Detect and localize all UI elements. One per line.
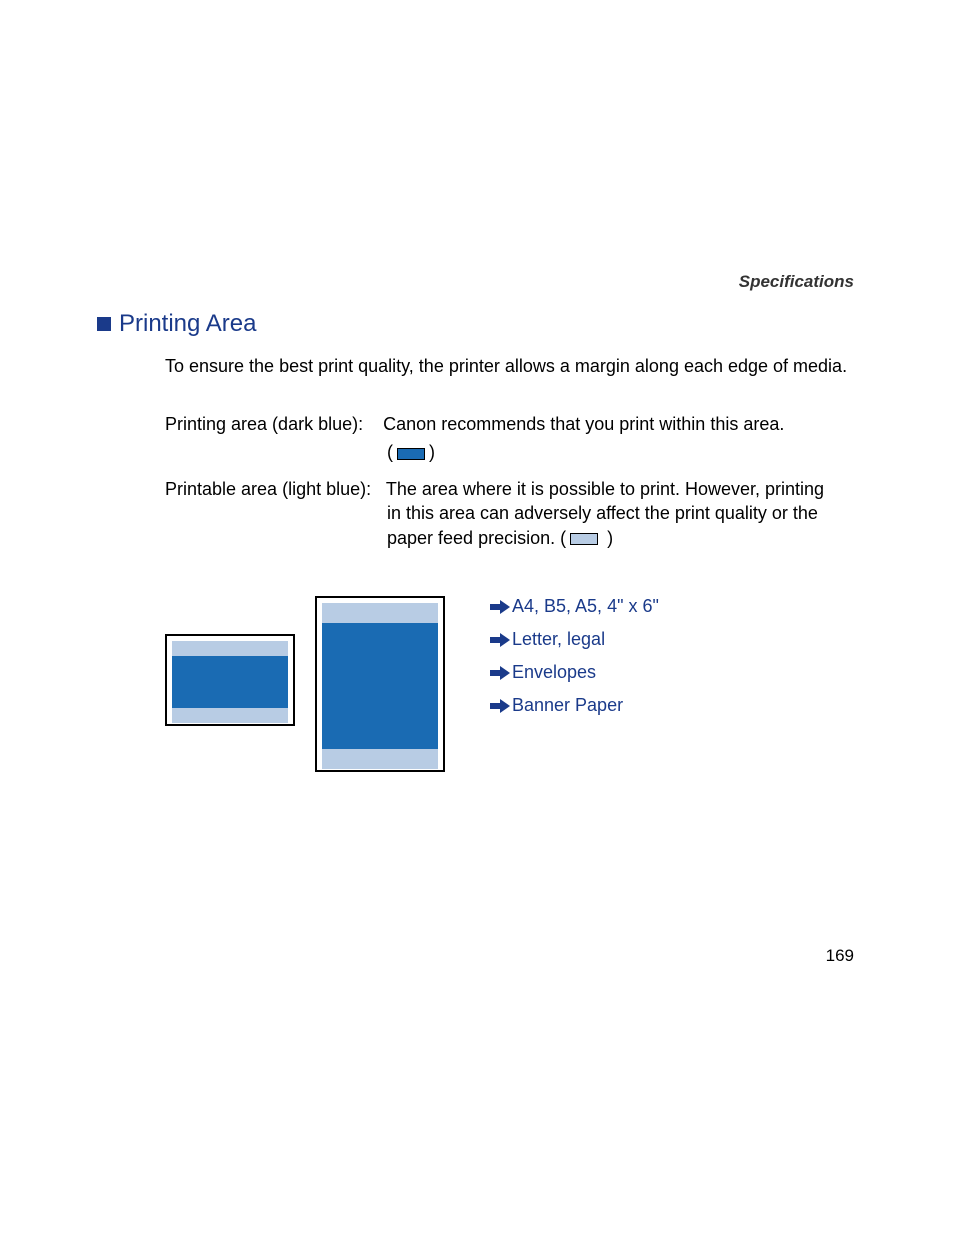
page-number: 169 bbox=[826, 946, 854, 966]
diagram-group bbox=[165, 596, 445, 772]
link-a4-b5-a5-4x6[interactable]: A4, B5, A5, 4" x 6" bbox=[490, 596, 659, 617]
paper-size-link-list: A4, B5, A5, 4" x 6" Letter, legal Envelo… bbox=[490, 596, 659, 716]
definition-label: Printable area (light blue): bbox=[165, 479, 371, 499]
diagram-large bbox=[315, 596, 445, 772]
swatch-dark-icon bbox=[397, 448, 425, 460]
diagram-dark-area bbox=[322, 623, 438, 749]
diagram-light-area bbox=[322, 603, 438, 769]
link-label: A4, B5, A5, 4" x 6" bbox=[512, 596, 659, 617]
definition-label: Printing area (dark blue): bbox=[165, 414, 363, 434]
swatch-light-icon bbox=[570, 533, 598, 545]
diagram-dark-area bbox=[172, 656, 288, 708]
link-letter-legal[interactable]: Letter, legal bbox=[490, 629, 659, 650]
link-label: Letter, legal bbox=[512, 629, 605, 650]
arrow-right-icon bbox=[490, 633, 510, 647]
diagram-small bbox=[165, 634, 295, 726]
arrow-right-icon bbox=[490, 666, 510, 680]
link-envelopes[interactable]: Envelopes bbox=[490, 662, 659, 683]
arrow-right-icon bbox=[490, 600, 510, 614]
definition-text-part3-row: paper feed precision. ( ) bbox=[387, 526, 854, 550]
section-title-row: Printing Area bbox=[97, 310, 256, 338]
link-banner-paper[interactable]: Banner Paper bbox=[490, 695, 659, 716]
definition-printing-area: Printing area (dark blue): Canon recomme… bbox=[165, 412, 854, 465]
section-title: Printing Area bbox=[119, 310, 256, 338]
definition-printable-area: Printable area (light blue): The area wh… bbox=[165, 477, 854, 550]
bullet-square-icon bbox=[97, 317, 111, 331]
link-label: Banner Paper bbox=[512, 695, 623, 716]
definition-text-part3: paper feed precision. ( bbox=[387, 528, 566, 548]
arrow-right-icon bbox=[490, 699, 510, 713]
definition-text: Canon recommends that you print within t… bbox=[383, 414, 784, 434]
page-header-breadcrumb: Specifications bbox=[739, 272, 854, 292]
definition-text-part1: The area where it is possible to print. … bbox=[386, 479, 824, 499]
diagram-light-area bbox=[172, 641, 288, 723]
swatch-line: () bbox=[387, 440, 854, 464]
link-label: Envelopes bbox=[512, 662, 596, 683]
definition-text-part2: in this area can adversely affect the pr… bbox=[387, 501, 854, 525]
intro-paragraph: To ensure the best print quality, the pr… bbox=[165, 354, 854, 378]
